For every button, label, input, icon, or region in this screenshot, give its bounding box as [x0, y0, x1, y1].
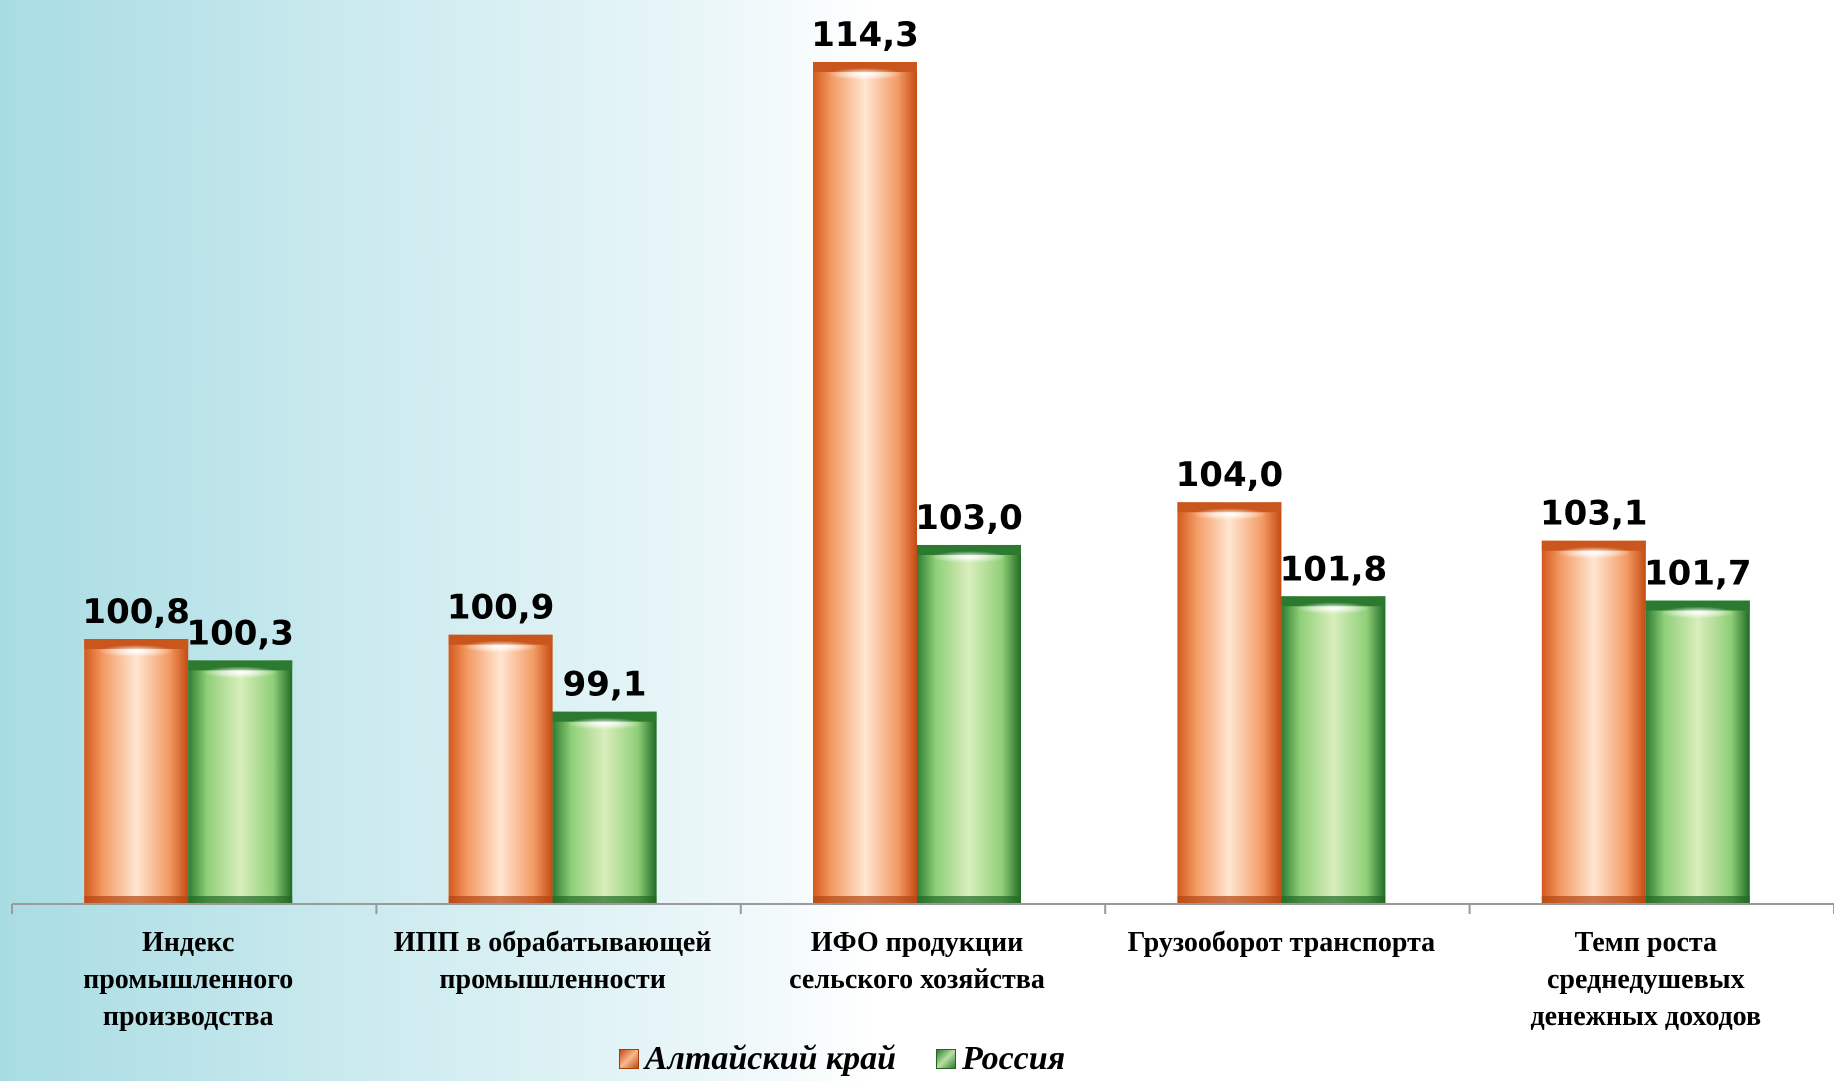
bar-body [917, 544, 1021, 904]
category-label-3: ИФО продукции сельского хозяйства [789, 927, 1045, 995]
bar-bottom-bevel [448, 896, 553, 904]
bar-body [552, 711, 657, 904]
bar-top-bevel [917, 544, 1021, 555]
bar-top-bevel [813, 62, 917, 72]
category-label-5: Темп роста среднедушевых денежных доходо… [1530, 927, 1762, 1032]
bar-altai-4 [1177, 502, 1282, 904]
bar-altai-3 [813, 62, 917, 904]
data-label-russia-1: 100,3 [186, 613, 294, 653]
bar-altai-2 [448, 634, 553, 904]
legend: Алтайский край Россия [0, 1040, 1834, 1078]
category-label-4: Грузооборот транспорта [1127, 927, 1436, 958]
bar-highlight [827, 68, 903, 80]
bar-body [84, 639, 189, 904]
bar-highlight [1660, 606, 1736, 619]
legend-swatch-green [936, 1049, 957, 1069]
legend-swatch-orange [618, 1049, 639, 1069]
bar-body [448, 634, 553, 904]
bar-bottom-bevel [188, 896, 293, 904]
bar-bottom-bevel [84, 896, 189, 904]
bar-top-bevel [448, 634, 553, 645]
legend-label-altai: Алтайский край [644, 1040, 897, 1077]
data-label-russia-4: 101,8 [1280, 549, 1388, 589]
data-label-russia-5: 101,7 [1644, 554, 1752, 594]
bar-body [188, 660, 293, 904]
bar-body [1541, 540, 1646, 904]
bar-body [1281, 596, 1386, 904]
data-label-russia-3: 103,0 [915, 498, 1023, 538]
bar-top-bevel [1645, 600, 1750, 611]
bar-bottom-bevel [813, 896, 917, 904]
legend-label-russia: Россия [962, 1040, 1066, 1077]
bar-body [1645, 600, 1750, 904]
bar-highlight [463, 640, 539, 653]
data-label-russia-2: 99,1 [563, 665, 647, 705]
bar-russia-5 [1645, 600, 1750, 904]
legend-item-altai: Алтайский край [618, 1040, 897, 1078]
bar-highlight [1295, 602, 1371, 615]
data-label-altai-4: 104,0 [1176, 455, 1284, 495]
bar-body [813, 62, 917, 904]
data-label-altai-2: 100,9 [447, 588, 555, 628]
data-label-altai-3: 114,3 [811, 15, 919, 55]
data-label-altai-1: 100,8 [82, 592, 190, 632]
bar-russia-4 [1281, 596, 1386, 904]
bar-top-bevel [188, 660, 293, 671]
bar-bottom-bevel [1177, 896, 1282, 904]
bar-top-bevel [552, 711, 657, 722]
bar-bottom-bevel [1281, 896, 1386, 904]
bar-top-bevel [1281, 596, 1386, 607]
bar-bottom-bevel [1541, 896, 1646, 904]
bar-highlight [1191, 508, 1267, 521]
bar-bottom-bevel [917, 896, 1021, 904]
legend-item-russia: Россия [936, 1040, 1065, 1078]
bar-russia-2 [552, 711, 657, 904]
bar-highlight [1556, 546, 1632, 559]
bar-russia-1 [188, 660, 293, 904]
category-label-2: ИПП в обрабатывающей промышленности [393, 927, 712, 995]
bar-body [1177, 502, 1282, 904]
bar-russia-3 [917, 544, 1021, 904]
category-label-1: Индекс промышленного производства [83, 927, 294, 1032]
bar-top-bevel [1541, 540, 1646, 551]
bar-highlight [202, 666, 278, 679]
data-label-altai-5: 103,1 [1540, 494, 1648, 534]
bar-highlight [931, 550, 1007, 563]
bar-bottom-bevel [1645, 896, 1750, 904]
bar-highlight [567, 717, 643, 730]
bar-altai-1 [84, 639, 189, 904]
bar-altai-5 [1541, 540, 1646, 904]
bar-top-bevel [84, 639, 189, 650]
bar-bottom-bevel [552, 896, 657, 904]
bar-top-bevel [1177, 502, 1282, 513]
bar-highlight [98, 645, 174, 658]
